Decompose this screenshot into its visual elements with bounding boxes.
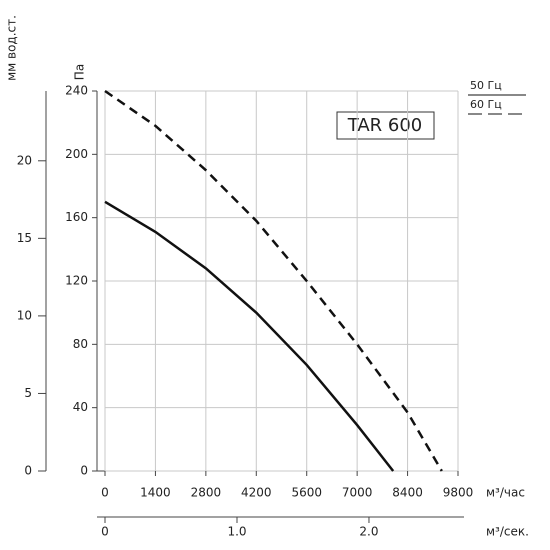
y-tick-label: 240 [65, 84, 88, 98]
y-tick-label: 0 [80, 464, 88, 478]
x-axis-label: м³/час [486, 486, 525, 500]
y-tick-label: 40 [73, 400, 88, 414]
series-line [104, 200, 395, 472]
y2-tick-label: 0 [24, 464, 32, 478]
y2-tick-label: 10 [17, 308, 32, 322]
x-tick-label: 8400 [392, 486, 423, 500]
y2-tick-label: 5 [24, 386, 32, 400]
x-tick-label: 2800 [191, 486, 222, 500]
x-tick-label: 0 [101, 486, 109, 500]
x-tick-label: 7000 [342, 486, 373, 500]
legend-label: 50 Гц [470, 79, 502, 92]
x2-axis-label: м³/сек. [486, 525, 529, 539]
y-tick-label: 160 [65, 210, 88, 224]
y2-tick-label: 15 [17, 231, 32, 245]
y-tick-label: 80 [73, 337, 88, 351]
x-tick-label: 5600 [291, 486, 322, 500]
y-tick-label: 120 [65, 274, 88, 288]
legend-label: 60 Гц [470, 98, 502, 111]
title-box [336, 111, 435, 140]
chart-title: TAR 600 [347, 115, 423, 136]
y2-axis-label: мм вод.ст. [5, 15, 19, 81]
x-tick-label: 1400 [140, 486, 171, 500]
x2-tick-label: 1.0 [227, 525, 246, 539]
x2-tick-label: 2.0 [359, 525, 378, 539]
y2-tick-label: 20 [17, 153, 32, 167]
x-tick-label: 4200 [241, 486, 272, 500]
x-tick-label: 9800 [443, 486, 474, 500]
y-axis-label: Па [73, 64, 87, 80]
x2-tick-label: 0 [101, 525, 109, 539]
y-tick-label: 200 [65, 147, 88, 161]
